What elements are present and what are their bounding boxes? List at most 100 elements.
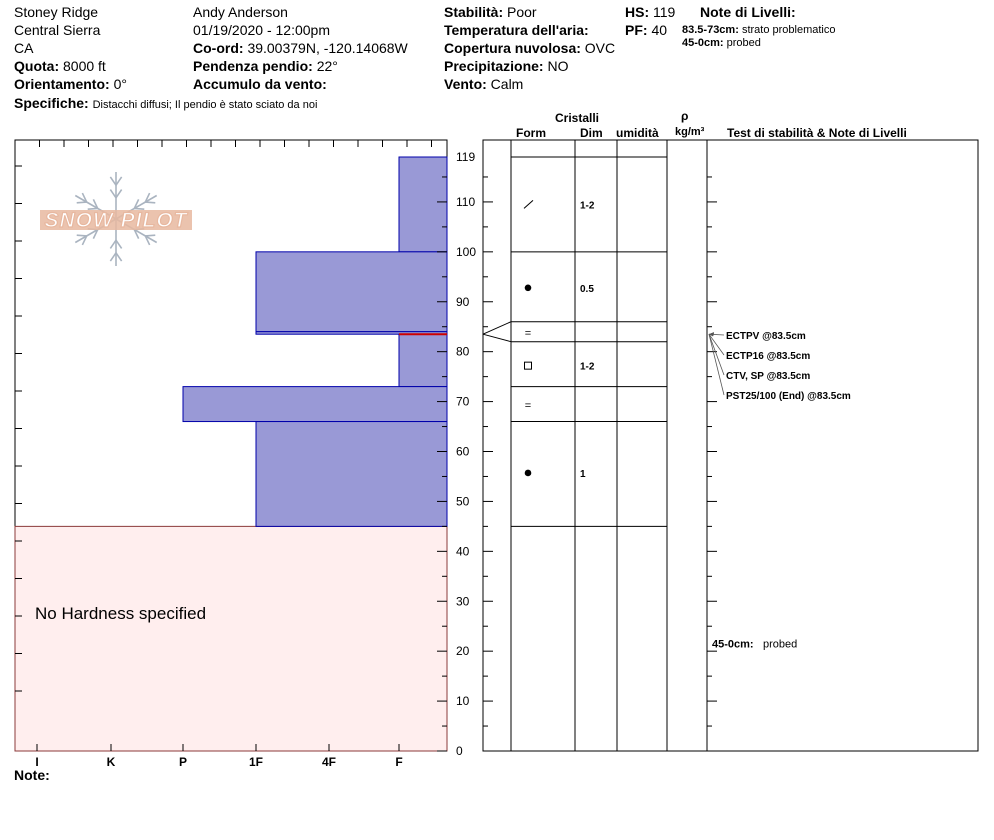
hardness-layer-4 xyxy=(398,333,448,388)
snowflake-branch xyxy=(109,252,117,262)
depth-label-70: 70 xyxy=(456,395,470,409)
layer-note-2: 45-0cm: probed xyxy=(682,37,761,50)
depth-label-90: 90 xyxy=(456,295,470,309)
sky-value: OVC xyxy=(584,40,616,56)
crystal-size-4: 1-2 xyxy=(580,362,595,373)
snowflake-branch xyxy=(109,239,117,249)
depth-label-20: 20 xyxy=(456,644,470,658)
snowflake-branch xyxy=(145,201,156,204)
snowflake-branch xyxy=(92,229,99,239)
arrow-head-icon xyxy=(709,332,714,337)
precipitation: Precipitazione: NO xyxy=(444,58,568,74)
depth-label-100: 100 xyxy=(456,245,476,259)
range: Central Sierra xyxy=(14,22,101,38)
no-hardness-region xyxy=(14,525,448,752)
stability-test-4: PST25/100 (End) @83.5cm xyxy=(726,391,851,402)
layer-note-2-text: probed xyxy=(726,37,761,49)
snowflake-branch xyxy=(115,239,123,249)
crystal-size-6: 1 xyxy=(580,469,586,480)
datetime: 01/19/2020 - 12:00pm xyxy=(193,22,330,38)
snowpilot-logo: SNOW PILOT xyxy=(40,172,192,266)
density-unit: kg/m³ xyxy=(675,126,705,138)
sky: Copertura nuvolosa: OVC xyxy=(444,40,615,56)
crystal-form-2 xyxy=(524,284,532,292)
layer-note-1-range: 83.5-73cm: xyxy=(682,24,739,36)
stability-value: Poor xyxy=(507,4,537,20)
sky-label: Copertura nuvolosa: xyxy=(444,40,581,56)
depth-label-80: 80 xyxy=(456,345,470,359)
snowflake-branch xyxy=(134,207,145,210)
snowflake-branch xyxy=(81,235,88,246)
hardness-label-4F: 4F xyxy=(322,755,336,769)
snowflake-branch xyxy=(133,229,140,239)
precip-value: NO xyxy=(547,58,569,74)
size-header: Dim xyxy=(580,126,603,140)
crystal-form-1 xyxy=(523,200,534,209)
snowflake-branch xyxy=(115,176,123,186)
depth-label-10: 10 xyxy=(456,694,470,708)
wind-loading-label: Accumulo da vento: xyxy=(193,76,327,92)
crystal-form-3: = xyxy=(525,328,531,340)
logo-text: SNOW PILOT xyxy=(45,209,189,232)
depth-label-110: 110 xyxy=(456,195,475,209)
connector-line xyxy=(482,333,512,343)
layer-note-2-range: 45-0cm: xyxy=(682,37,724,49)
snowflake-branch xyxy=(109,189,117,199)
snowflake-branch xyxy=(81,192,88,203)
coordinates: Co-ord: 39.00379N, -120.14068W xyxy=(193,40,408,56)
depth-label-60: 60 xyxy=(456,445,470,459)
crystal-form-6 xyxy=(524,469,532,477)
observer: Andy Anderson xyxy=(193,4,288,20)
hardness-label-1F: 1F xyxy=(249,755,263,769)
stability-test-1: ECTPV @83.5cm xyxy=(726,331,806,342)
hs-value: 119 xyxy=(653,4,676,20)
location: Stoney Ridge xyxy=(14,4,99,20)
hs-label: HS: xyxy=(625,4,650,20)
density-symbol: ρ xyxy=(681,109,689,123)
state: CA xyxy=(14,40,34,56)
wind-value: Calm xyxy=(490,76,524,92)
hs: HS: 119 xyxy=(625,4,675,20)
snowflake-branch xyxy=(76,201,87,204)
depth-label-40: 40 xyxy=(456,544,470,558)
profile-table-frame xyxy=(482,139,979,752)
snowflake-branch xyxy=(115,189,123,199)
form-header: Form xyxy=(516,126,546,140)
hardness-layer-5 xyxy=(182,386,448,423)
elevation: Quota: 8000 ft xyxy=(14,58,106,74)
snowflake-branch xyxy=(115,252,123,262)
hardness-label-K: K xyxy=(107,755,116,769)
hardness-layer-2 xyxy=(255,251,448,333)
slope: Pendenza pendio: 22° xyxy=(193,58,338,74)
layer-notes-title: Note di Livelli: xyxy=(700,4,796,20)
bottom-note-range: 45-0cm: xyxy=(712,639,754,651)
aspect-label: Orientamento: xyxy=(14,76,110,92)
snowflake-branch xyxy=(145,234,156,237)
test-pointer-2 xyxy=(708,333,725,356)
crystal-size-2: 0.5 xyxy=(580,284,594,295)
aspect-value: 0° xyxy=(113,76,127,92)
stability-test-2: ECTP16 @83.5cm xyxy=(726,351,810,362)
hardness-label-I: I xyxy=(35,755,38,769)
specifics-label: Specifiche: xyxy=(14,95,89,111)
coord-label: Co-ord: xyxy=(193,40,244,56)
layer-note-1: 83.5-73cm: strato problematico xyxy=(682,24,835,37)
stability: Stabilità: Poor xyxy=(444,4,537,20)
crystal-form-4 xyxy=(524,361,532,370)
air-temp: Temperatura dell'aria: xyxy=(444,22,589,38)
hardness-layer-1 xyxy=(398,156,448,253)
snowflake-branch xyxy=(144,235,151,246)
stability-test-3: CTV, SP @83.5cm xyxy=(726,371,810,382)
pf-value: 40 xyxy=(651,22,668,38)
snowflake-branch xyxy=(76,234,87,237)
wind-loading: Accumulo da vento: xyxy=(193,76,327,92)
depth-label-30: 30 xyxy=(456,594,470,608)
pf-label: PF: xyxy=(625,22,648,38)
depth-label-50: 50 xyxy=(456,494,470,508)
snowflake-branch xyxy=(144,192,151,203)
elevation-label: Quota: xyxy=(14,58,60,74)
test-pointer-4 xyxy=(708,334,725,396)
no-hardness-label: No Hardness specified xyxy=(35,603,207,623)
pf: PF: 40 xyxy=(625,22,667,38)
aspect: Orientamento: 0° xyxy=(14,76,127,92)
